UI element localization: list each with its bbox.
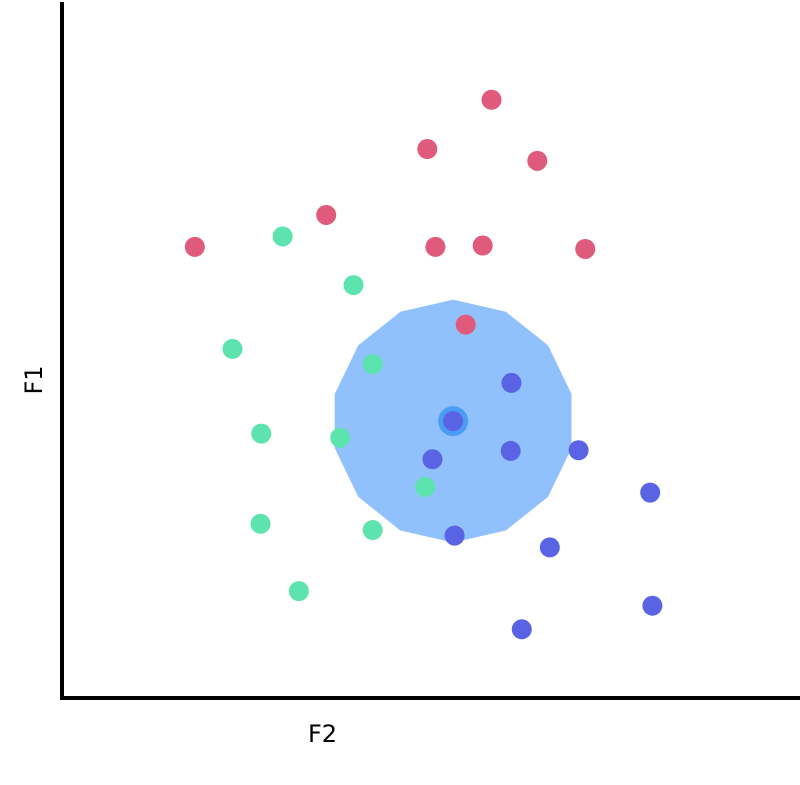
data-point-green-7 <box>415 477 436 498</box>
data-point-blue-4 <box>568 440 589 461</box>
data-point-blue-10 <box>511 619 532 640</box>
data-point-blue-9 <box>642 595 663 616</box>
data-point-red-2 <box>417 139 438 160</box>
data-point-red-8 <box>575 238 596 259</box>
data-point-green-2 <box>343 275 364 296</box>
y-axis-label: F1 <box>20 365 48 395</box>
data-point-red-6 <box>425 236 446 257</box>
data-point-red-5 <box>184 236 205 257</box>
data-point-green-1 <box>272 226 293 247</box>
data-point-green-3 <box>222 338 243 359</box>
data-point-red-1 <box>481 89 502 110</box>
data-point-blue-1 <box>501 372 522 393</box>
data-point-blue-5 <box>422 449 443 470</box>
data-point-blue-2 <box>443 411 464 432</box>
data-point-red-9 <box>455 314 476 335</box>
data-point-green-9 <box>362 520 383 541</box>
x-axis-label: F2 <box>308 720 338 748</box>
data-point-green-6 <box>330 427 351 448</box>
data-point-green-10 <box>288 581 309 602</box>
data-point-red-3 <box>527 150 548 171</box>
data-point-blue-3 <box>500 440 521 461</box>
data-point-green-4 <box>362 354 383 375</box>
data-point-red-7 <box>472 235 493 256</box>
data-point-green-8 <box>250 513 271 534</box>
data-point-blue-8 <box>539 537 560 558</box>
data-point-blue-6 <box>640 482 661 503</box>
data-point-blue-7 <box>444 525 465 546</box>
data-point-green-5 <box>251 423 272 444</box>
data-point-red-4 <box>316 204 337 225</box>
